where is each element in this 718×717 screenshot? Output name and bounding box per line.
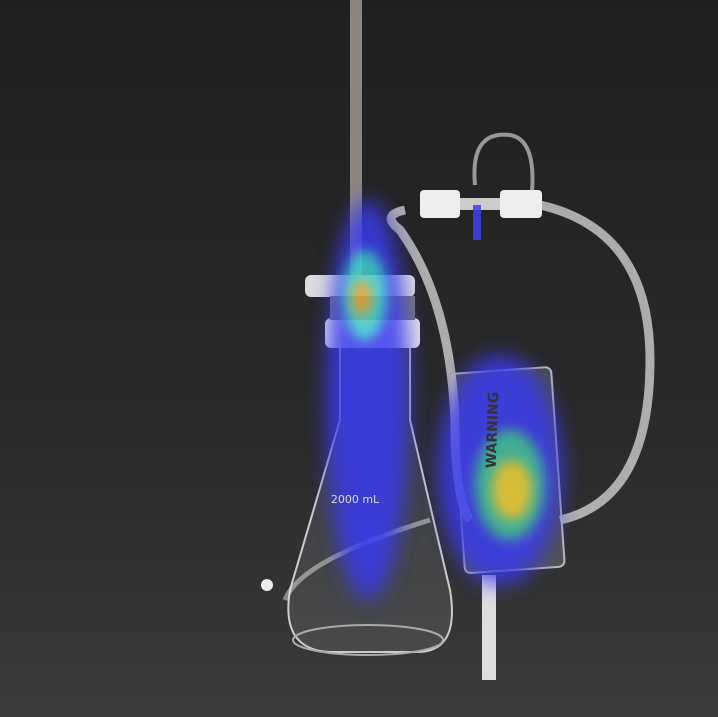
tube <box>539 200 655 525</box>
heatmap-hotspot <box>352 280 372 316</box>
heatmap-hotspot <box>492 460 532 520</box>
connector <box>420 190 460 218</box>
flask-label: 2000 mL <box>331 493 380 506</box>
heatmap-blob <box>473 205 481 240</box>
connector <box>460 198 500 210</box>
valve <box>261 579 273 591</box>
thin-tube <box>472 132 535 211</box>
outlet-tube <box>482 575 496 680</box>
bag-label: WARNING <box>484 391 503 468</box>
connector <box>500 190 542 218</box>
flask-base <box>292 624 444 656</box>
tube <box>282 517 431 602</box>
